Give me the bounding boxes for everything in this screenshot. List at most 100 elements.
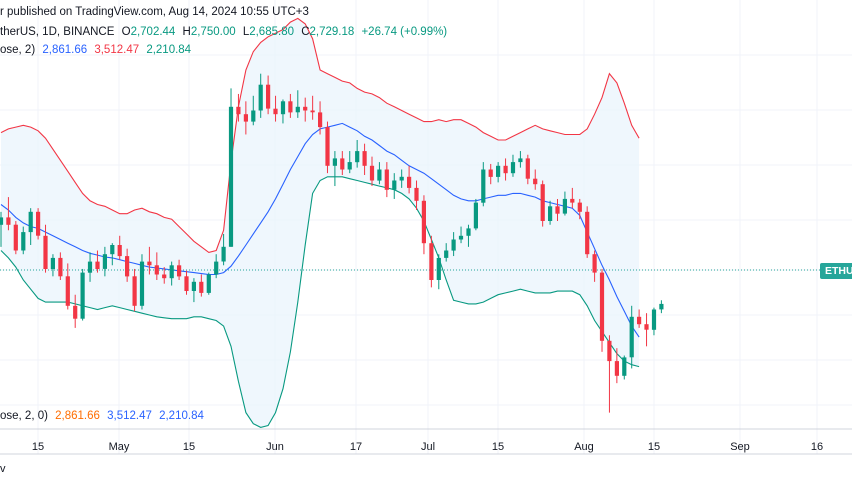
candle-down — [125, 256, 130, 277]
candle-down — [132, 276, 137, 306]
candle-up — [251, 110, 256, 122]
candle-down — [614, 361, 619, 376]
publish-line: r published on TradingView.com, Aug 14, … — [0, 6, 313, 18]
candle-down — [414, 187, 419, 201]
ohlc-legend[interactable]: therUS, 1D, BINANCE O2,702.44 H2,750.00 … — [0, 26, 451, 38]
last-price-tag: ETHUS — [820, 263, 852, 279]
candle-down — [162, 274, 167, 279]
candle-up — [295, 106, 300, 113]
candle-up — [659, 303, 664, 310]
candle-down — [36, 211, 41, 236]
tick-label: 17 — [350, 441, 362, 453]
indicator-upper: 3,512.47 — [107, 410, 152, 422]
indicator-pane-legend[interactable]: ose, 2, 0) 2,861.66 3,512.47 2,210.84 — [0, 410, 208, 422]
candle-up — [473, 202, 478, 229]
candle-up — [139, 261, 145, 306]
candle-up — [392, 180, 397, 190]
candle-down — [570, 198, 575, 203]
candle-up — [258, 84, 263, 111]
bollinger-band-fill — [1, 18, 640, 428]
candle-up — [444, 250, 449, 258]
candle-down — [384, 169, 389, 190]
candle-up — [562, 198, 567, 214]
candle-up — [214, 261, 219, 275]
candle-down — [184, 276, 189, 291]
bb-legend[interactable]: ose, 2) 2,861.66 3,512.47 2,210.84 — [0, 44, 195, 56]
candle-down — [58, 257, 63, 277]
candle-up — [206, 274, 211, 293]
candle-up — [102, 254, 107, 269]
candle-up — [629, 316, 634, 358]
candle-down — [117, 245, 122, 257]
candle-up — [451, 239, 456, 251]
candle-up — [548, 206, 553, 221]
candle-down — [13, 224, 18, 251]
candle-down — [65, 276, 70, 306]
tick-label: 16 — [811, 441, 823, 453]
candle-up — [399, 176, 404, 181]
candle-up — [221, 246, 226, 262]
candle-up — [622, 357, 627, 376]
candle-up — [481, 169, 486, 203]
candle-down — [592, 254, 597, 273]
bottom-label: v — [0, 463, 6, 475]
low-value: 2,685.80 — [249, 26, 294, 38]
candle-down — [177, 265, 182, 277]
candle-down — [325, 127, 330, 166]
candle-up — [0, 217, 4, 225]
candle-up — [191, 281, 196, 291]
candle-down — [266, 84, 271, 109]
candle-up — [332, 158, 337, 166]
tick-label: 15 — [648, 441, 660, 453]
bb-label[interactable]: ose, 2) — [0, 44, 36, 56]
candle-down — [303, 106, 308, 111]
candle-down — [503, 165, 508, 174]
close-value: 2,729.18 — [309, 26, 355, 38]
candle-down — [147, 261, 152, 266]
candle-up — [347, 162, 352, 170]
tick-label: 15 — [183, 441, 195, 453]
bollinger-lower-line — [0, 176, 640, 428]
symbol-text[interactable]: therUS, 1D, BINANCE — [0, 26, 115, 38]
candle-down — [95, 261, 100, 269]
candle-down — [236, 106, 241, 115]
candle-up — [169, 265, 174, 279]
high-value: 2,750.00 — [190, 26, 236, 38]
indicator-basis: 2,861.66 — [55, 410, 100, 422]
candle-up — [466, 228, 471, 236]
candle-down — [599, 272, 605, 341]
candle-down — [273, 108, 278, 115]
candle-down — [43, 235, 48, 269]
low-label: L — [242, 26, 250, 38]
candle-up — [496, 165, 501, 177]
candle-up — [518, 158, 523, 163]
candle-down — [6, 217, 11, 225]
candle-down — [525, 158, 530, 179]
candle-up — [355, 151, 360, 163]
tick-label: 15 — [492, 441, 504, 453]
candle-up — [377, 169, 382, 181]
candle-down — [540, 184, 545, 221]
candle-down — [607, 340, 612, 362]
open-label: O — [121, 26, 131, 38]
candle-down — [407, 176, 412, 188]
candle-down — [369, 165, 375, 181]
bb-lower-value: 2,210.84 — [146, 44, 192, 56]
close-label: C — [301, 26, 310, 38]
indicator-label[interactable]: ose, 2, 0) — [0, 410, 48, 422]
high-label: H — [182, 26, 191, 38]
candle-up — [87, 261, 93, 273]
candle-down — [154, 265, 159, 275]
candle-down — [488, 169, 493, 177]
tick-label: Aug — [574, 441, 594, 453]
candle-down — [644, 324, 649, 330]
candle-up — [21, 232, 26, 251]
candle-up — [280, 101, 286, 115]
candle-down — [288, 101, 293, 113]
bb-basis-value: 2,861.66 — [42, 44, 88, 56]
bollinger-upper-line — [0, 17, 640, 253]
candle-down — [243, 114, 248, 122]
candle-down — [577, 202, 582, 212]
candle-down — [637, 316, 642, 325]
